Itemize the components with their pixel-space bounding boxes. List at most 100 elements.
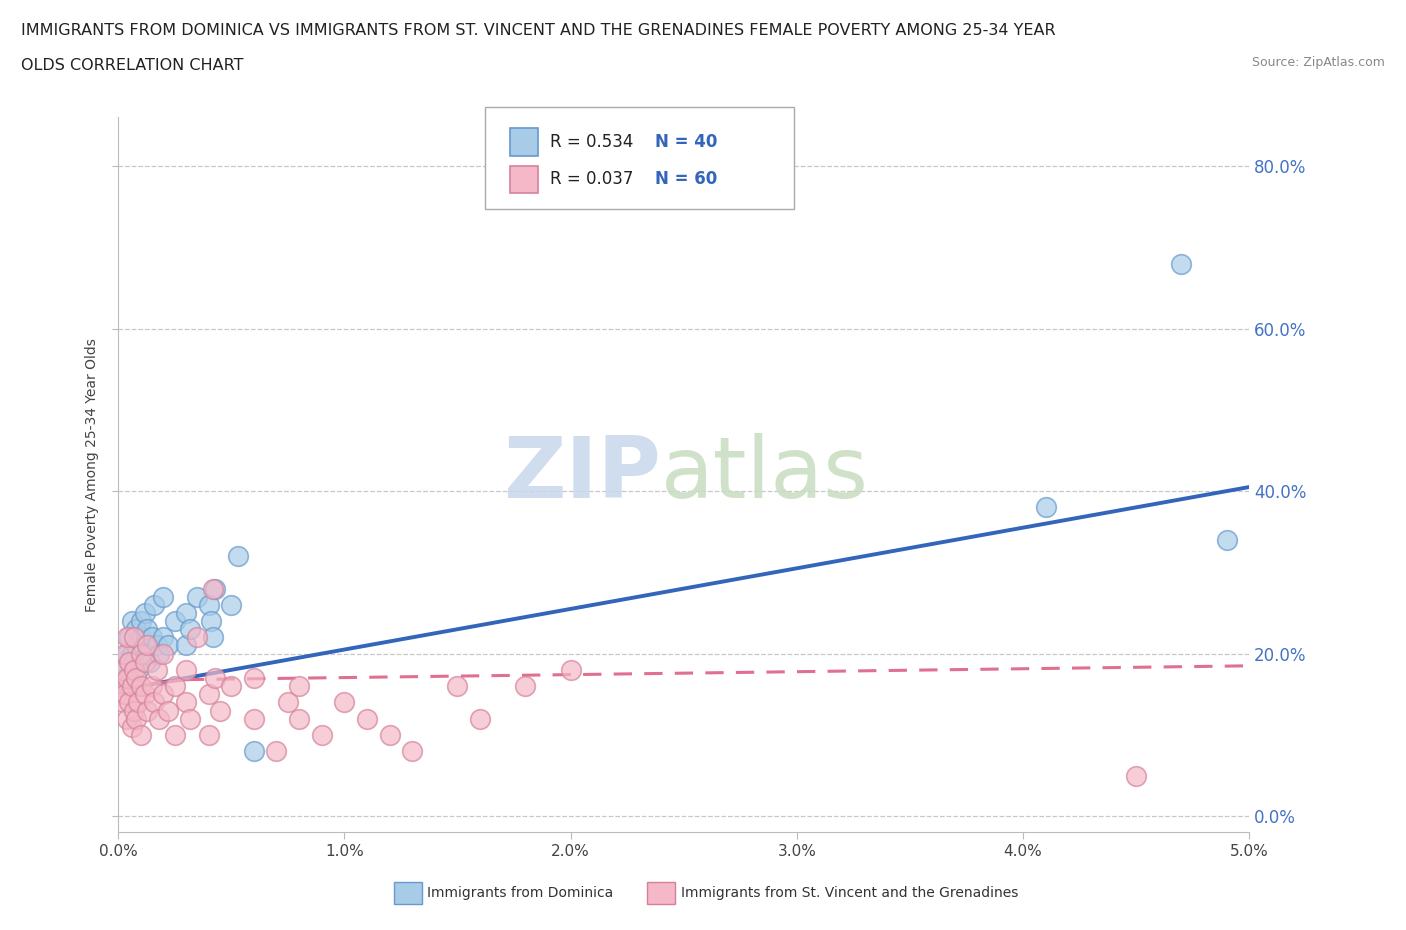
Point	[134, 655, 156, 670]
Text: Source: ZipAtlas.com: Source: ZipAtlas.com	[1251, 56, 1385, 69]
Point	[179, 622, 201, 637]
Point	[114, 687, 136, 702]
Point	[156, 638, 179, 653]
Text: ZIP: ZIP	[503, 433, 661, 516]
Text: atlas: atlas	[661, 433, 869, 516]
Point	[1170, 256, 1192, 271]
Point	[186, 590, 208, 604]
Point	[125, 622, 148, 637]
Point	[1215, 532, 1237, 547]
Point	[115, 711, 138, 726]
Point	[219, 597, 242, 612]
Point	[127, 662, 149, 677]
Point	[127, 695, 149, 710]
Point	[468, 711, 491, 726]
Point	[111, 655, 134, 670]
Point	[197, 597, 219, 612]
Text: N = 60: N = 60	[655, 170, 717, 189]
Point	[134, 687, 156, 702]
Point	[141, 630, 163, 644]
Point	[129, 727, 152, 742]
Point	[197, 727, 219, 742]
Text: OLDS CORRELATION CHART: OLDS CORRELATION CHART	[21, 58, 243, 73]
Point	[122, 662, 145, 677]
Point	[243, 711, 266, 726]
Point	[111, 662, 134, 677]
Point	[122, 703, 145, 718]
Point	[129, 614, 152, 629]
Point	[114, 646, 136, 661]
Point	[111, 695, 134, 710]
Point	[118, 655, 141, 670]
Point	[277, 695, 299, 710]
Point	[202, 630, 225, 644]
Point	[174, 662, 197, 677]
Point	[136, 638, 159, 653]
Point	[129, 646, 152, 661]
Point	[243, 671, 266, 685]
Point	[125, 711, 148, 726]
Point	[226, 549, 249, 564]
Point	[122, 630, 145, 644]
Point	[179, 711, 201, 726]
Point	[204, 671, 226, 685]
Point	[266, 744, 288, 759]
Point	[333, 695, 356, 710]
Y-axis label: Female Poverty Among 25-34 Year Olds: Female Poverty Among 25-34 Year Olds	[86, 338, 100, 612]
Point	[204, 581, 226, 596]
Point	[163, 679, 186, 694]
Point	[311, 727, 333, 742]
Point	[129, 679, 152, 694]
Point	[163, 727, 186, 742]
Text: R = 0.534: R = 0.534	[550, 133, 633, 152]
Point	[356, 711, 378, 726]
Point	[121, 719, 143, 734]
Point	[378, 727, 401, 742]
Text: R = 0.037: R = 0.037	[550, 170, 633, 189]
Point	[197, 687, 219, 702]
Point	[138, 655, 160, 670]
Point	[121, 646, 143, 661]
Point	[145, 638, 167, 653]
Point	[152, 687, 174, 702]
Point	[560, 662, 582, 677]
Point	[118, 671, 141, 685]
Text: IMMIGRANTS FROM DOMINICA VS IMMIGRANTS FROM ST. VINCENT AND THE GRENADINES FEMAL: IMMIGRANTS FROM DOMINICA VS IMMIGRANTS F…	[21, 23, 1056, 38]
Text: Immigrants from Dominica: Immigrants from Dominica	[427, 885, 613, 900]
Point	[134, 605, 156, 620]
Point	[118, 630, 141, 644]
Point	[202, 581, 225, 596]
Point	[122, 655, 145, 670]
Point	[129, 630, 152, 644]
Point	[141, 679, 163, 694]
Point	[110, 679, 132, 694]
Point	[115, 646, 138, 661]
Point	[243, 744, 266, 759]
Point	[143, 597, 166, 612]
Point	[145, 662, 167, 677]
Point	[115, 671, 138, 685]
Point	[288, 679, 311, 694]
Point	[136, 703, 159, 718]
Point	[174, 638, 197, 653]
Point	[115, 630, 138, 644]
Point	[1035, 500, 1057, 515]
Point	[136, 622, 159, 637]
Point	[174, 605, 197, 620]
Point	[125, 671, 148, 685]
Point	[148, 646, 170, 661]
Point	[125, 638, 148, 653]
Point	[143, 695, 166, 710]
Point	[115, 679, 138, 694]
Point	[288, 711, 311, 726]
Point	[121, 679, 143, 694]
Point	[200, 614, 222, 629]
Point	[152, 630, 174, 644]
Point	[148, 711, 170, 726]
Point	[136, 646, 159, 661]
Point	[156, 703, 179, 718]
Point	[219, 679, 242, 694]
Point	[515, 679, 537, 694]
Point	[152, 590, 174, 604]
Point	[174, 695, 197, 710]
